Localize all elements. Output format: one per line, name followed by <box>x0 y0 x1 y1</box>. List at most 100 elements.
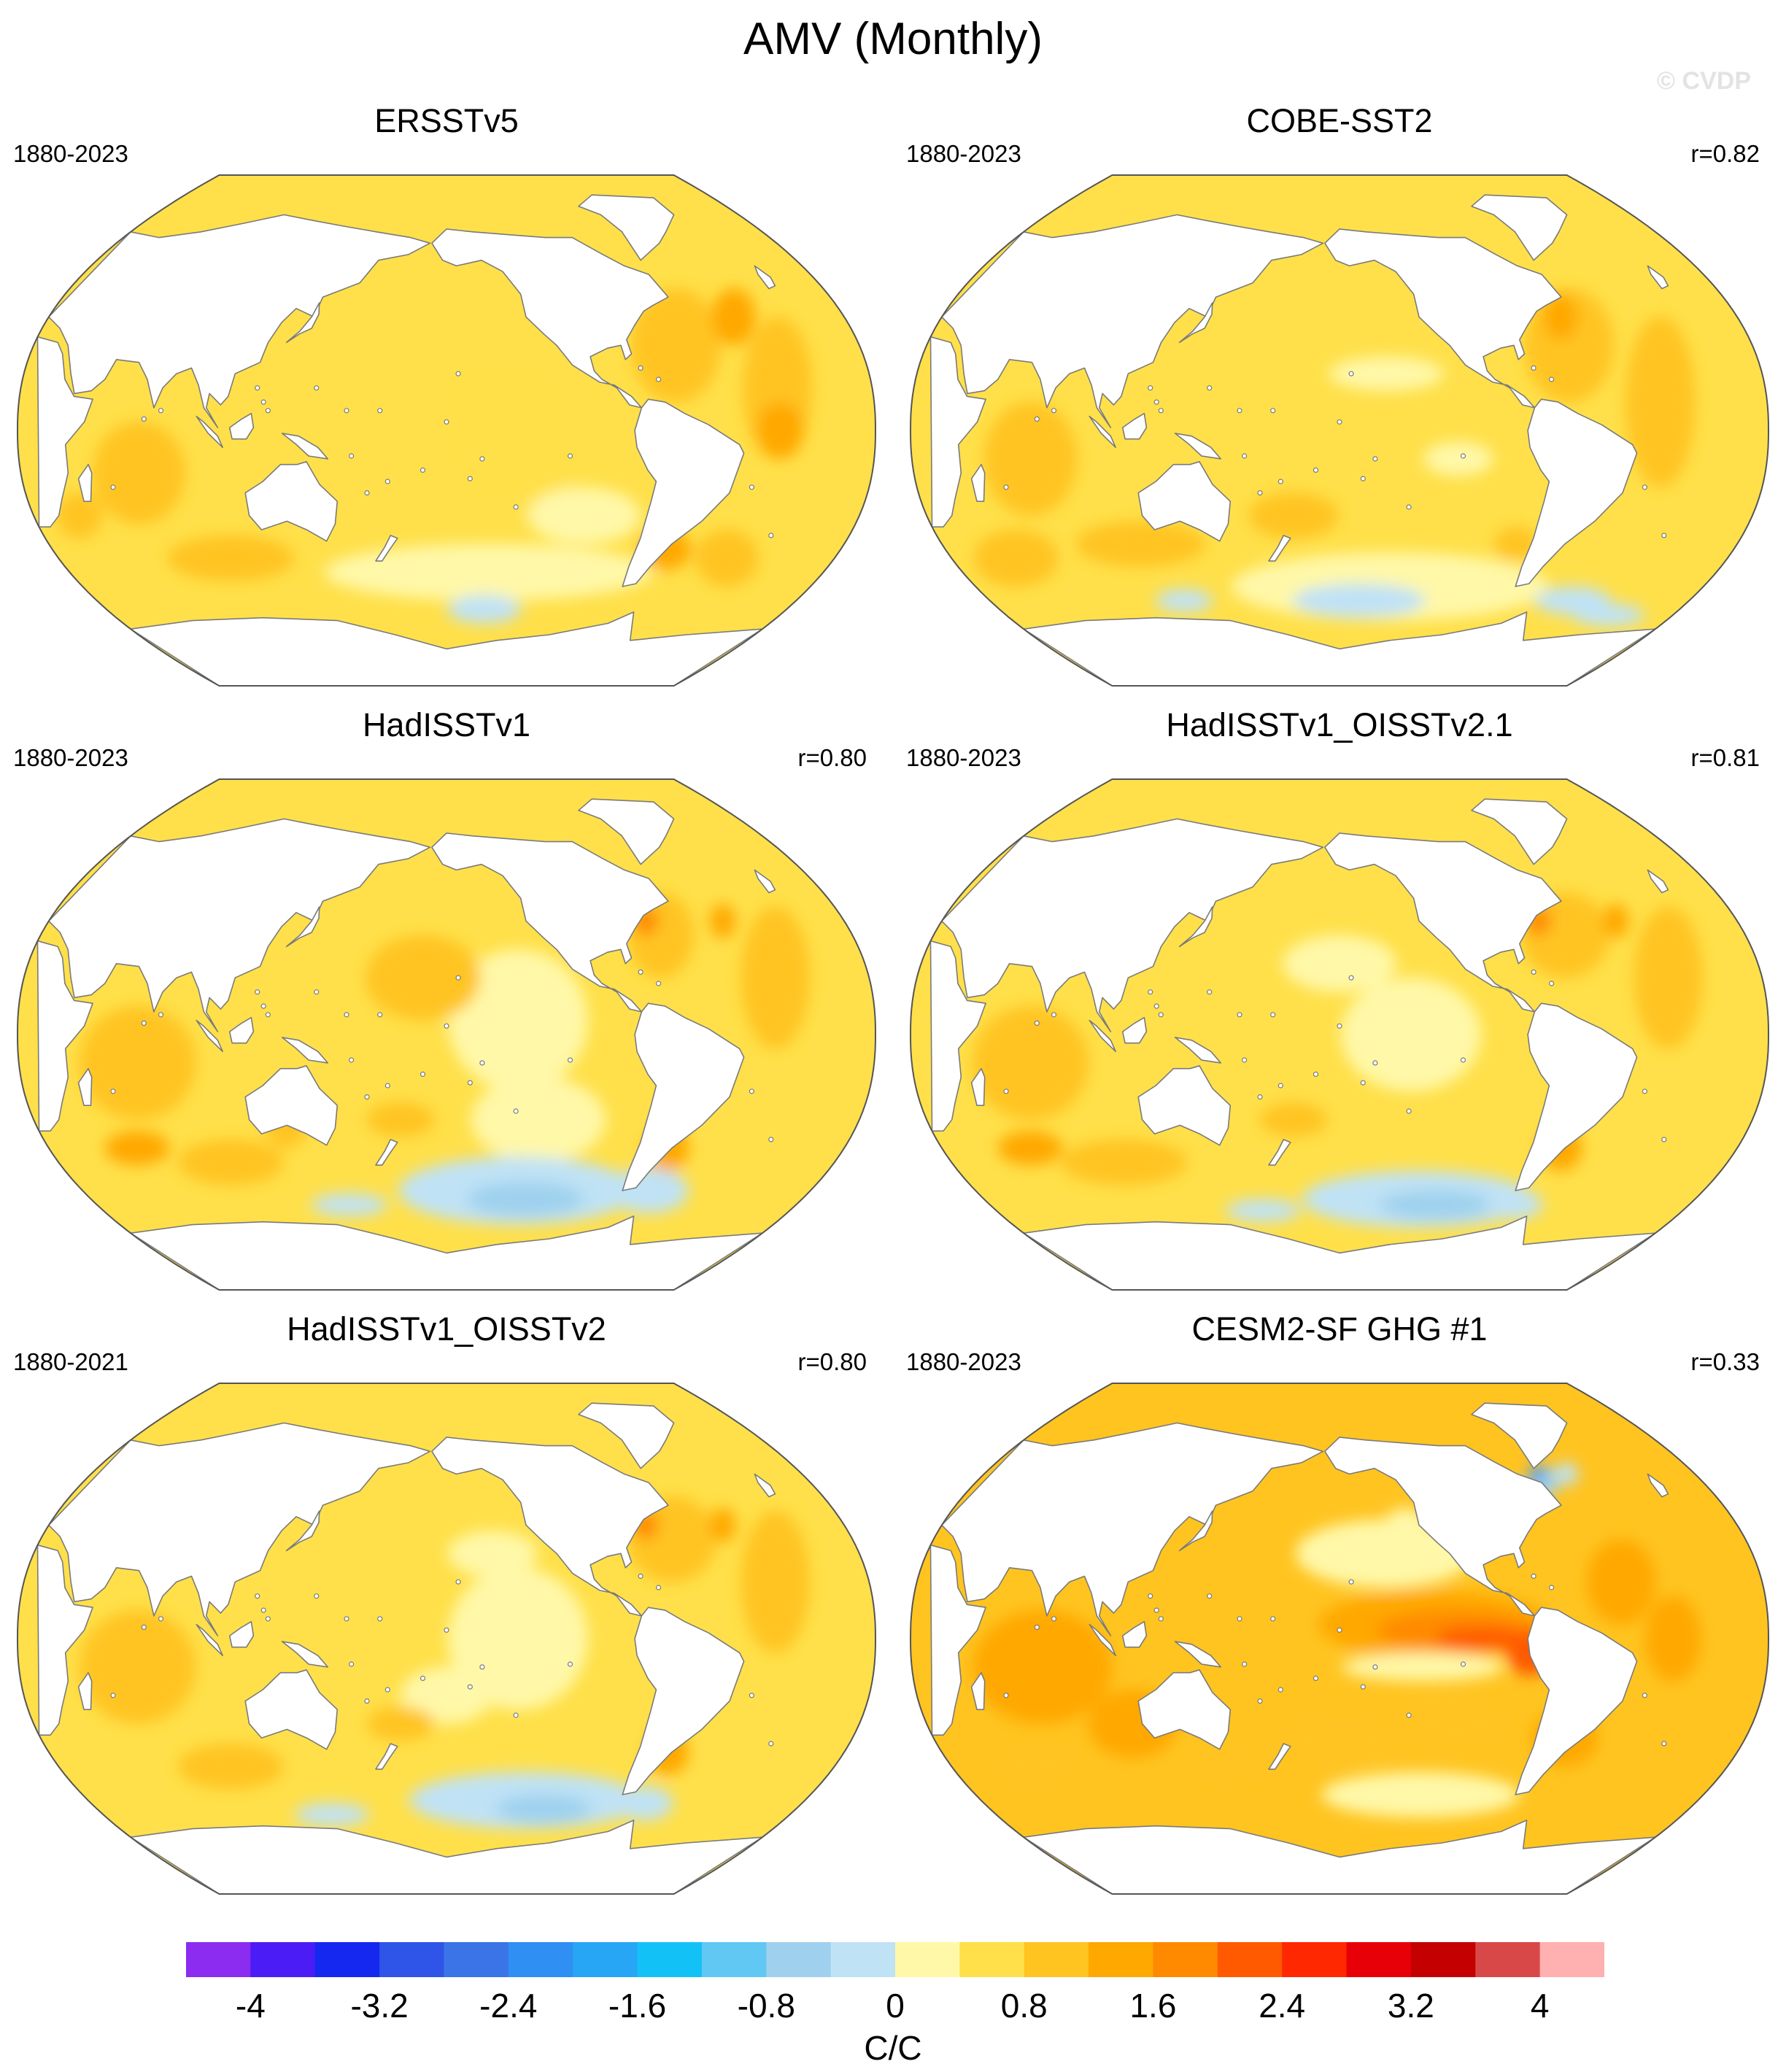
sst-anomaly-region <box>1283 935 1396 992</box>
sst-anomaly-region <box>294 1803 370 1826</box>
island <box>1360 1684 1366 1690</box>
island <box>141 1020 147 1026</box>
land-madagascar <box>970 1067 986 1106</box>
sst-anomaly-region <box>1634 906 1703 1049</box>
island <box>265 1616 271 1622</box>
island <box>1277 1687 1283 1693</box>
island <box>1051 1616 1057 1622</box>
island <box>1237 1012 1242 1018</box>
land-greenland <box>1471 194 1568 261</box>
island <box>420 1675 426 1681</box>
land-uk <box>754 1473 776 1498</box>
island <box>1158 1616 1164 1622</box>
sst-anomaly-region <box>983 401 1078 516</box>
island <box>1153 1607 1159 1613</box>
sst-anomaly-region <box>1226 1199 1301 1222</box>
sst-anomaly-region <box>448 1567 588 1710</box>
island <box>1360 1080 1366 1086</box>
sst-anomaly-region <box>1248 492 1339 538</box>
island <box>364 490 370 496</box>
panel-title: HadISSTv1 <box>362 706 531 743</box>
colorbar-swatch <box>314 1942 380 1977</box>
world-map-hadisstv1 <box>16 778 877 1291</box>
island <box>1372 1060 1378 1066</box>
sst-anomaly-region <box>167 535 295 581</box>
island <box>655 1585 662 1590</box>
map-border <box>909 1383 1770 1895</box>
sst-anomaly-region <box>527 487 641 544</box>
land-africa <box>929 940 986 1132</box>
island <box>1642 484 1648 490</box>
map-panel: CESM2-SF GHG #1 1880-2023 r=0.33 <box>893 1310 1786 1909</box>
island <box>1270 1012 1276 1018</box>
island <box>420 467 426 473</box>
sst-anomaly-region <box>709 1508 736 1542</box>
sst-anomaly-region <box>79 1005 196 1120</box>
sst-anomaly-region <box>695 530 759 587</box>
island <box>768 1137 774 1143</box>
land-namerica <box>431 832 669 1013</box>
island <box>749 484 755 490</box>
colorbar-swatch <box>766 1942 832 1977</box>
island <box>1460 1057 1466 1063</box>
island <box>110 1089 116 1094</box>
sst-anomaly-region <box>630 288 722 403</box>
island <box>1531 969 1536 975</box>
island <box>1460 1661 1466 1667</box>
land-nz <box>1268 1743 1291 1770</box>
sst-anomaly-region <box>424 339 588 522</box>
land-sumatra <box>196 1623 223 1657</box>
island <box>1034 1624 1040 1630</box>
land-uk <box>754 265 776 290</box>
colorbar-tick-label: 1.6 <box>1129 1987 1177 2025</box>
sst-anomaly-region <box>104 1131 170 1165</box>
land-newguinea <box>281 1641 328 1668</box>
island <box>1313 1071 1319 1077</box>
land-borneo <box>1121 1016 1148 1044</box>
land-namerica <box>431 228 669 409</box>
sst-anomaly-region <box>447 1531 538 1577</box>
island <box>638 969 643 975</box>
colorbar-swatch <box>1089 1942 1153 1977</box>
colorbar-tick-label: 0 <box>886 1987 905 2025</box>
world-map-ersstv5 <box>16 174 877 687</box>
island <box>158 408 164 414</box>
island <box>567 1057 573 1063</box>
colorbar-swatch <box>1346 1942 1412 1977</box>
island <box>314 1593 320 1599</box>
island <box>349 1057 355 1063</box>
island <box>420 1071 426 1077</box>
land-namerica <box>1324 832 1562 1013</box>
land-samerica <box>1515 1607 1638 1795</box>
island <box>479 456 485 462</box>
island <box>749 1089 755 1094</box>
island <box>1237 1616 1242 1622</box>
land-uk <box>1647 869 1669 894</box>
sst-anomaly-region <box>1625 317 1696 488</box>
panel-title: COBE-SST2 <box>1246 102 1433 139</box>
sst-anomaly-region <box>178 1139 284 1186</box>
island <box>513 1108 519 1114</box>
island <box>1277 479 1283 484</box>
land-japan <box>285 302 320 344</box>
panel-period: 1880-2023 <box>13 744 128 771</box>
island <box>1034 416 1040 422</box>
land-antarctica <box>130 611 763 686</box>
panel-title: HadISSTv1_OISSTv2.1 <box>1166 706 1513 743</box>
land-uk <box>754 869 776 894</box>
island <box>749 1693 755 1698</box>
island <box>1257 490 1263 496</box>
sst-anomaly-region <box>1189 1749 1275 1784</box>
island <box>455 371 461 376</box>
island <box>479 1664 485 1670</box>
land-borneo <box>228 1620 255 1648</box>
island <box>1531 365 1536 371</box>
sst-anomaly-region <box>1529 1465 1545 1483</box>
land-newguinea <box>1174 1641 1221 1668</box>
land-nz <box>1268 1139 1291 1166</box>
colorbar-swatch <box>895 1942 960 1977</box>
land-sumatra <box>196 1019 223 1053</box>
sst-anomaly-region <box>467 1182 584 1216</box>
map-panel: COBE-SST2 1880-2023 r=0.82 <box>893 102 1786 700</box>
island <box>265 1012 271 1018</box>
